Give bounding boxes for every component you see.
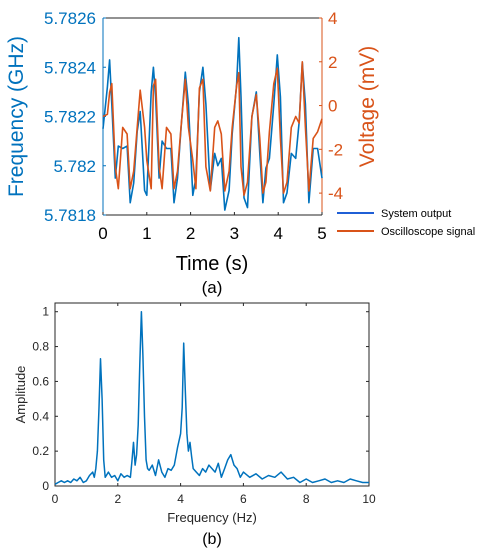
y-right-tick-label-a: -2 [328,140,343,159]
x-axis-label-b: Frequency (Hz) [167,510,257,525]
caption-a: (a) [202,278,223,297]
x-tick-label-a: 3 [230,224,239,243]
y-tick-label-b: 0.4 [32,409,49,423]
x-tick-label-a: 4 [273,224,282,243]
series-line-system-output [103,38,322,210]
y-tick-label-b: 0.6 [32,374,49,388]
y-right-tick-label-a: 0 [328,97,337,116]
plot-b: 0 2 4 6 8 10 0 0.2 0.4 0.6 0.8 1 Frequency (Hz) Ampli… [13,303,376,548]
y-left-tick-label-a: 5.782 [53,157,96,176]
y-left-tick-label-a: 5.7824 [44,58,96,77]
x-tick-label-a: 2 [186,224,195,243]
y-axis-label-right-a: Voltage (mV) [356,46,379,167]
series-line-amplitude [55,312,369,485]
x-axis-label-a: Time (s) [176,253,249,275]
caption-b: (b) [202,531,222,548]
x-tick-label-b: 4 [177,492,184,506]
legend-label-system-output: System output [381,208,451,220]
y-tick-label-b: 0.8 [32,340,49,354]
y-left-tick-label-a: 5.7818 [44,206,96,225]
x-tick-label-a: 5 [317,224,326,243]
x-tick-label-b: 2 [114,492,121,506]
x-tick-label-a: 1 [142,224,151,243]
y-right-tick-label-a: 4 [328,9,337,28]
y-right-tick-label-a: 2 [328,53,337,72]
x-tick-label-b: 10 [362,492,376,506]
x-tick-label-b: 8 [303,492,310,506]
plot-a: 0 1 2 3 4 5 5.7818 5.782 5.7822 5.7824 5.7826 -4 -2 0… [5,9,475,297]
y-axis-label-b: Amplitude [13,366,28,424]
y-axis-label-left-a: Frequency (GHz) [5,36,28,197]
x-tick-label-a: 0 [98,224,107,243]
y-left-tick-label-a: 5.7826 [44,9,96,28]
x-tick-label-b: 0 [52,492,59,506]
y-left-tick-label-a: 5.7822 [44,108,96,127]
y-tick-label-b: 0 [42,479,49,493]
legend-label-oscilloscope-signal: Oscilloscope signal [381,226,475,238]
y-tick-label-b: 1 [42,305,49,319]
x-tick-label-b: 6 [240,492,247,506]
y-right-tick-label-a: -4 [328,184,343,203]
y-tick-label-b: 0.2 [32,444,49,458]
